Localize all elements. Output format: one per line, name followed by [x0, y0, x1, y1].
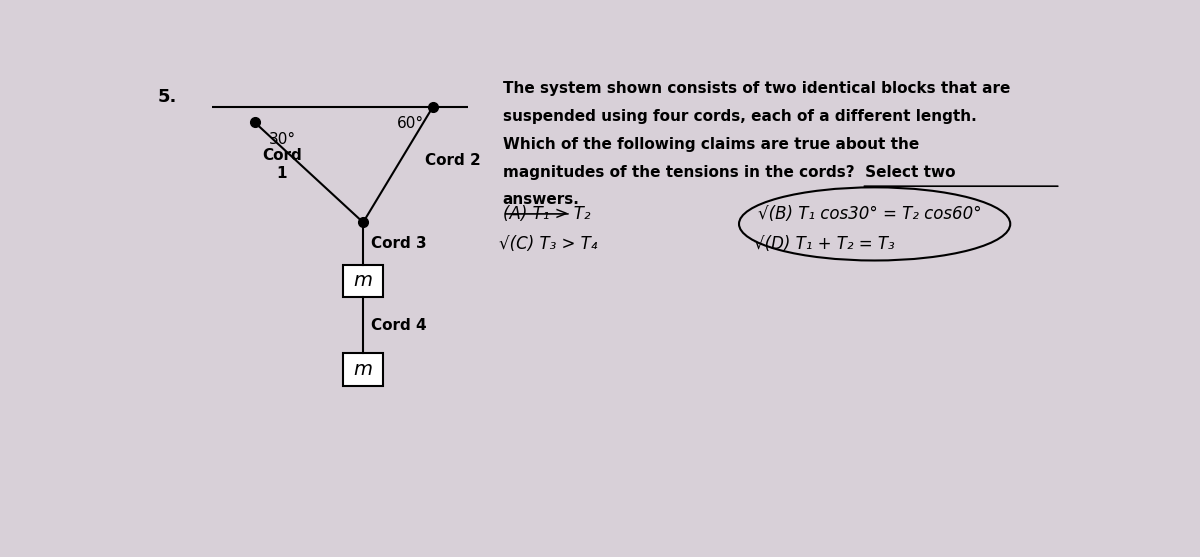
FancyBboxPatch shape	[343, 353, 383, 385]
Text: suspended using four cords, each of a different length.: suspended using four cords, each of a di…	[503, 109, 977, 124]
FancyBboxPatch shape	[343, 265, 383, 297]
Text: 30°: 30°	[269, 131, 295, 146]
Text: √(C) T₃ > T₄: √(C) T₃ > T₄	[499, 236, 598, 253]
Text: m: m	[354, 271, 373, 290]
Text: Which of the following claims are true about the: Which of the following claims are true a…	[503, 137, 919, 152]
Text: √(B) T₁ cos30° = T₂ cos60°: √(B) T₁ cos30° = T₂ cos60°	[758, 204, 982, 223]
Text: (A) T₁ > T₂: (A) T₁ > T₂	[503, 204, 590, 223]
Text: 5.: 5.	[157, 87, 178, 106]
Text: The system shown consists of two identical blocks that are: The system shown consists of two identic…	[503, 81, 1010, 96]
Text: 60°: 60°	[396, 116, 424, 131]
Text: Cord 3: Cord 3	[371, 236, 426, 251]
Text: Cord 4: Cord 4	[371, 317, 426, 333]
Text: √(D) T₁ + T₂ = T₃: √(D) T₁ + T₂ = T₃	[755, 236, 895, 253]
Text: magnitudes of the tensions in the cords?  Select two: magnitudes of the tensions in the cords?…	[503, 165, 955, 179]
Text: Cord 2: Cord 2	[425, 153, 481, 168]
Text: m: m	[354, 360, 373, 379]
Text: Cord
1: Cord 1	[262, 148, 301, 181]
Text: answers.: answers.	[503, 192, 580, 207]
